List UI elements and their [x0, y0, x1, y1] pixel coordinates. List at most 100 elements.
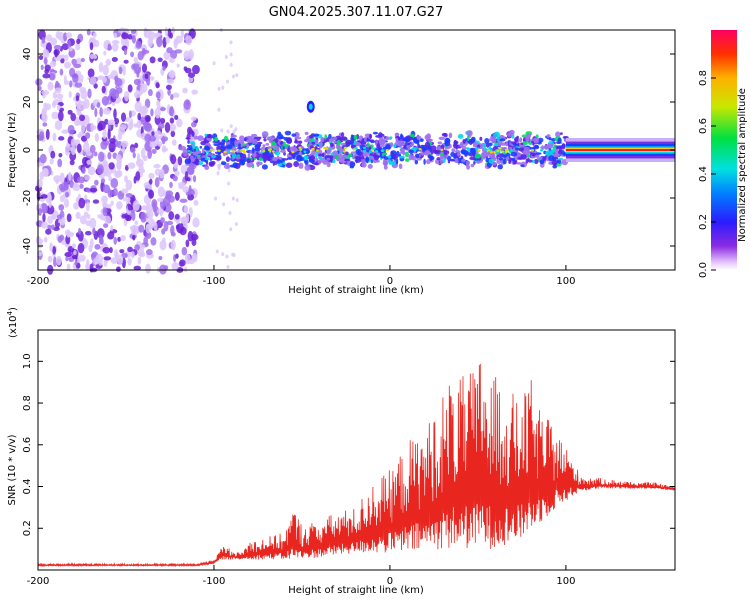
spectrogram-noise-cell [136, 153, 141, 164]
spectrogram-noise-cell [132, 152, 136, 159]
spectrogram-noise-cell [157, 122, 165, 129]
spectrogram-signal-cell [360, 158, 367, 163]
spectrogram-x-tick-label: 0 [387, 276, 393, 287]
spectrogram-signal-cell [466, 134, 470, 142]
spectrogram-signal-cell [545, 150, 552, 157]
spectrogram-noise-cell [190, 116, 197, 121]
spectrogram-signal-cell [332, 136, 338, 140]
spectrogram-noise-cell [227, 168, 231, 173]
spectrogram-noise-cell [161, 135, 166, 145]
spectrogram-noise-cell [156, 36, 163, 48]
spectrogram-noise-cell [184, 67, 192, 74]
spectrogram-signal-cell [486, 142, 490, 148]
spectrogram-signal-cell [398, 163, 403, 170]
spectrogram-noise-cell [190, 121, 197, 128]
spectrogram-signal-cell [502, 158, 507, 165]
spectrogram-signal-cell [561, 143, 566, 150]
spectrogram-noise-cell [70, 138, 77, 147]
spectrogram-noise-cell [165, 36, 170, 44]
spectrogram-signal-cell [465, 160, 470, 167]
spectrogram-noise-cell [153, 32, 162, 38]
spectrogram-noise-cell [161, 145, 167, 153]
colorbar-label: Normalized spectral amplitude [737, 88, 748, 242]
spectrogram-noise-cell [63, 184, 69, 190]
spectrogram-y-tick-label: 0 [22, 147, 33, 153]
spectrogram-y-tick-label: -20 [22, 190, 33, 206]
spectrogram-signal-cell [361, 162, 367, 168]
spectrogram-noise-cell [172, 92, 180, 98]
spectrogram-noise-cell [39, 153, 47, 164]
spectrogram-noise-cell [114, 117, 120, 125]
spectrogram-signal-cell [390, 160, 396, 166]
spectrogram-noise-cell [168, 211, 175, 221]
spectrogram-noise-cell [87, 68, 95, 78]
spectrogram-noise-cell [114, 139, 119, 148]
spectrogram-noise-cell [68, 91, 72, 98]
spectrogram-noise-cell [61, 129, 69, 134]
spectrogram-noise-cell [144, 114, 151, 122]
spectrogram-signal-cell [476, 161, 480, 164]
spectrogram-noise-cell [164, 26, 168, 37]
spectrogram-noise-cell [224, 54, 228, 59]
spectrogram-signal-cell [188, 162, 195, 169]
spectrogram-signal-cell [246, 158, 251, 164]
spectrogram-noise-cell [109, 247, 113, 254]
spectrogram-noise-cell [156, 99, 161, 109]
spectrogram-signal-cell [186, 149, 191, 153]
spectrogram-noise-cell [220, 128, 224, 133]
spectrogram-signal-cell [190, 143, 194, 146]
spectrogram-noise-cell [96, 102, 101, 109]
snr-y-label: SNR (10 * v/v) [7, 434, 18, 505]
spectrogram-signal-cell [400, 133, 403, 139]
spectrogram-signal-cell [190, 155, 194, 161]
spectrogram-signal-cell [498, 157, 504, 161]
spectrogram-noise-cell [64, 251, 72, 258]
spectrogram-signal-cell [256, 161, 263, 166]
spectrogram-noise-cell [215, 249, 219, 254]
spectrogram-noise-cell [104, 215, 111, 225]
spectrogram-noise-cell [89, 263, 94, 273]
spectrogram-signal-cell [326, 137, 330, 142]
spectrogram-noise-cell [86, 28, 91, 36]
spectrogram-signal-cell [452, 142, 458, 149]
spectrogram-noise-cell [170, 130, 176, 138]
snr-x-tick-label: 100 [556, 576, 575, 587]
spectrogram-noise-cell [170, 94, 174, 100]
spectrogram-noise-cell [58, 152, 63, 158]
spectrogram-signal-cell [459, 143, 464, 148]
spectrogram-signal-cell [490, 153, 496, 159]
spectrogram-noise-cell [56, 214, 63, 220]
spectrogram-signal-cell [444, 146, 450, 150]
spectrogram-signal-cell [309, 155, 316, 161]
spectrogram-noise-cell [188, 207, 193, 218]
spectrogram-signal-cell [473, 161, 476, 165]
spectrogram-signal-cell [457, 151, 461, 157]
spectrogram-noise-cell [167, 88, 171, 96]
spectrogram-signal-cell [283, 152, 286, 156]
spectrogram-signal-cell [444, 138, 451, 144]
spectrogram-signal-cell [236, 146, 243, 150]
spectrogram-hot-cell [362, 149, 366, 153]
spectrogram-noise-cell [177, 156, 183, 166]
spectrogram-signal-cell [522, 151, 530, 155]
spectrogram-signal-cell [198, 160, 204, 166]
spectrogram-signal-cell [329, 142, 334, 148]
spectrogram-noise-cell [52, 91, 57, 99]
spectrogram-signal-cell [528, 141, 532, 145]
spectrogram-signal-cell [274, 150, 281, 156]
spectrogram-signal-cell [220, 143, 225, 149]
spectrogram-signal-cell [472, 142, 479, 146]
spectrogram-noise-cell [170, 154, 177, 165]
spectrogram-noise-cell [221, 85, 225, 90]
spectrogram-signal-cell [518, 147, 525, 152]
spectrogram-noise-cell [138, 251, 146, 258]
spectrogram-hot-cell [231, 150, 235, 153]
spectrogram-noise-cell [228, 211, 232, 216]
spectrogram-noise-cell [121, 146, 126, 153]
spectrogram-signal-cell [533, 137, 540, 143]
spectrogram-signal-cell [340, 132, 345, 138]
spectrogram-noise-cell [36, 190, 41, 202]
spectrogram-signal-cell [395, 158, 399, 165]
spectrogram-hot-cell [504, 148, 508, 152]
spectrogram-signal-cell [263, 138, 267, 142]
